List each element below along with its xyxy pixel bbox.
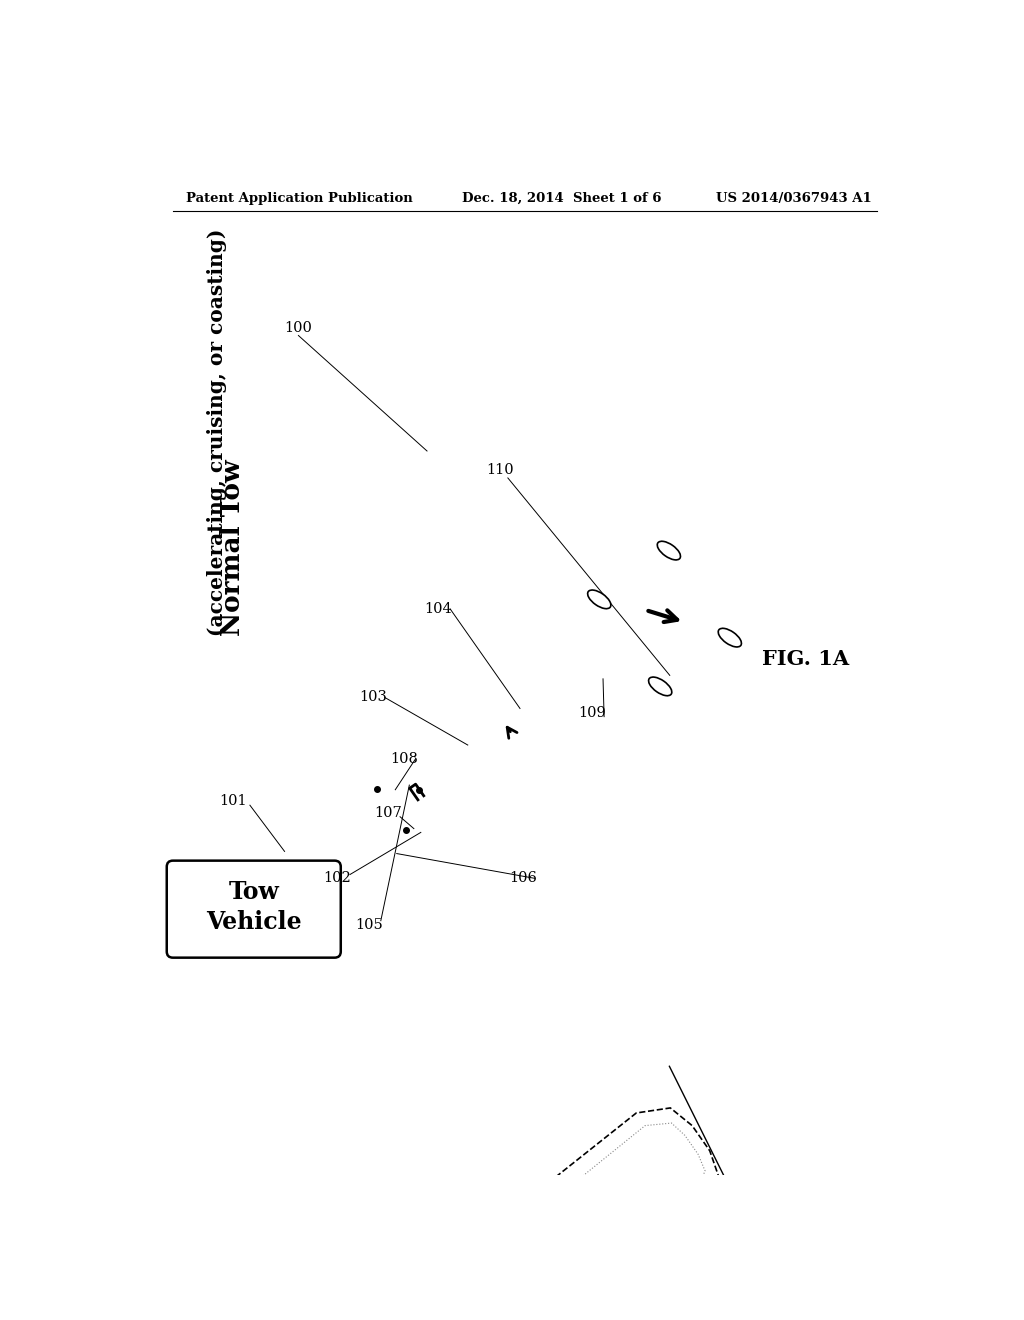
Text: 107: 107 (375, 807, 402, 820)
Polygon shape (558, 1123, 706, 1253)
Text: 106: 106 (509, 871, 538, 886)
Ellipse shape (648, 677, 672, 696)
Text: Tow
Vehicle: Tow Vehicle (206, 880, 302, 933)
Text: 105: 105 (355, 917, 383, 932)
Text: Dec. 18, 2014  Sheet 1 of 6: Dec. 18, 2014 Sheet 1 of 6 (462, 191, 662, 205)
Text: 108: 108 (390, 752, 418, 766)
Text: 109: 109 (579, 706, 606, 719)
Text: 102: 102 (323, 871, 351, 886)
Polygon shape (351, 1229, 565, 1320)
Ellipse shape (718, 628, 741, 647)
Text: 101: 101 (219, 795, 247, 808)
Text: FIG. 1A: FIG. 1A (762, 649, 849, 669)
Text: (accelerating, cruising, or coasting): (accelerating, cruising, or coasting) (207, 228, 226, 636)
Text: Patent Application Publication: Patent Application Publication (186, 191, 413, 205)
Polygon shape (558, 1241, 579, 1261)
Text: 103: 103 (359, 690, 387, 705)
Text: 100: 100 (285, 321, 312, 335)
Text: 110: 110 (486, 463, 514, 478)
Polygon shape (537, 1107, 719, 1274)
Ellipse shape (657, 541, 681, 560)
FancyBboxPatch shape (167, 861, 341, 958)
Text: 104: 104 (425, 602, 453, 616)
Ellipse shape (588, 590, 611, 609)
Text: Normal Tow: Normal Tow (220, 459, 246, 636)
Text: US 2014/0367943 A1: US 2014/0367943 A1 (716, 191, 871, 205)
